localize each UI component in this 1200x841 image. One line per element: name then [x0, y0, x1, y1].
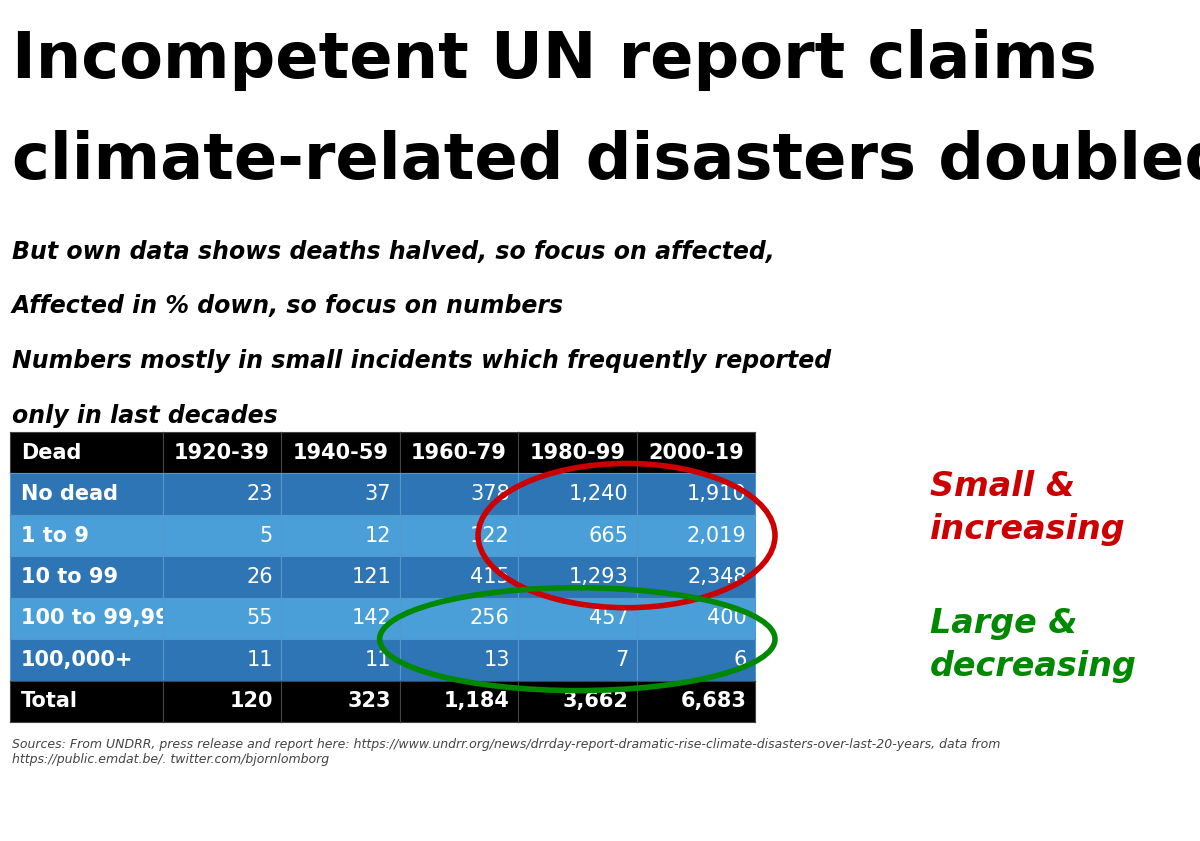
Text: 256: 256 [470, 608, 510, 628]
Text: Small &
increasing: Small & increasing [930, 470, 1126, 547]
Text: 6,683: 6,683 [680, 691, 746, 711]
Text: 2000-19: 2000-19 [648, 442, 744, 463]
Text: 1,184: 1,184 [444, 691, 510, 711]
Text: 1940-59: 1940-59 [293, 442, 389, 463]
Text: 122: 122 [470, 526, 510, 546]
Text: 120: 120 [229, 691, 272, 711]
Text: 378: 378 [470, 484, 510, 504]
Text: climate-related disasters doubled: climate-related disasters doubled [12, 130, 1200, 193]
Text: Affected in % down, so focus on numbers: Affected in % down, so focus on numbers [12, 294, 564, 319]
Text: 55: 55 [246, 608, 272, 628]
Text: 1960-79: 1960-79 [410, 442, 506, 463]
Text: 11: 11 [246, 650, 272, 670]
Text: Numbers mostly in small incidents which frequently reported: Numbers mostly in small incidents which … [12, 349, 832, 373]
Text: 37: 37 [365, 484, 391, 504]
Text: 5: 5 [259, 526, 272, 546]
Text: Incompetent UN report claims: Incompetent UN report claims [12, 29, 1097, 92]
Text: 13: 13 [484, 650, 510, 670]
Text: 26: 26 [246, 567, 272, 587]
Text: 7: 7 [616, 650, 629, 670]
Text: Total: Total [20, 691, 78, 711]
Text: 1980-99: 1980-99 [529, 442, 625, 463]
Text: 400: 400 [707, 608, 746, 628]
Text: 1,293: 1,293 [569, 567, 629, 587]
Text: 121: 121 [352, 567, 391, 587]
Text: 1,240: 1,240 [569, 484, 629, 504]
Text: 12: 12 [365, 526, 391, 546]
Text: 10 to 99: 10 to 99 [20, 567, 118, 587]
Text: 3,662: 3,662 [563, 691, 629, 711]
Text: 100 to 99,999: 100 to 99,999 [20, 608, 184, 628]
Text: Large &
decreasing: Large & decreasing [930, 607, 1136, 684]
Text: Sources: From UNDRR, press release and report here: https://www.undrr.org/news/d: Sources: From UNDRR, press release and r… [12, 738, 1001, 766]
Text: 665: 665 [588, 526, 629, 546]
Text: 1920-39: 1920-39 [174, 442, 270, 463]
Text: 2,348: 2,348 [688, 567, 746, 587]
Text: 142: 142 [352, 608, 391, 628]
Text: only in last decades: only in last decades [12, 404, 277, 428]
Text: 100,000+: 100,000+ [20, 650, 133, 670]
Text: 323: 323 [348, 691, 391, 711]
Text: 6: 6 [733, 650, 746, 670]
Text: 415: 415 [470, 567, 510, 587]
Text: Dead: Dead [20, 442, 82, 463]
Text: 1 to 9: 1 to 9 [20, 526, 89, 546]
Text: 11: 11 [365, 650, 391, 670]
Text: No dead: No dead [20, 484, 118, 504]
Text: 23: 23 [246, 484, 272, 504]
Text: 1,910: 1,910 [686, 484, 746, 504]
Text: But own data shows deaths halved, so focus on affected,: But own data shows deaths halved, so foc… [12, 240, 775, 264]
Text: 457: 457 [588, 608, 629, 628]
Text: 2,019: 2,019 [686, 526, 746, 546]
